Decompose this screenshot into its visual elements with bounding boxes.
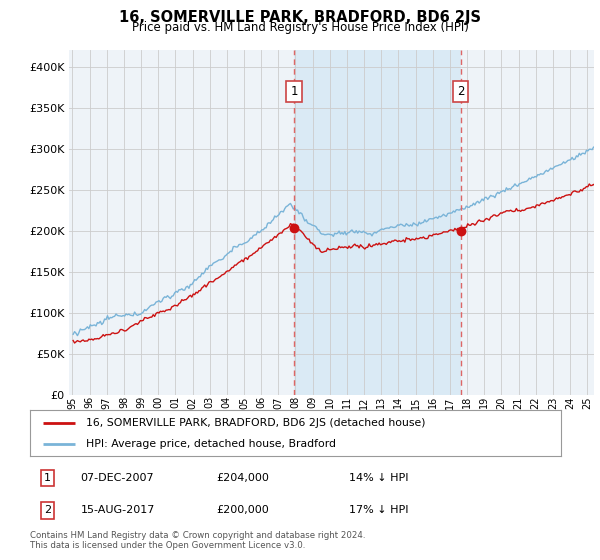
Point xyxy=(456,226,466,235)
Text: 1: 1 xyxy=(290,85,298,98)
Text: 15-AUG-2017: 15-AUG-2017 xyxy=(80,505,155,515)
Text: 17% ↓ HPI: 17% ↓ HPI xyxy=(349,505,408,515)
Text: 16, SOMERVILLE PARK, BRADFORD, BD6 2JS (detached house): 16, SOMERVILLE PARK, BRADFORD, BD6 2JS (… xyxy=(86,418,425,428)
Text: 1: 1 xyxy=(44,473,51,483)
Text: £204,000: £204,000 xyxy=(216,473,269,483)
Text: 16, SOMERVILLE PARK, BRADFORD, BD6 2JS: 16, SOMERVILLE PARK, BRADFORD, BD6 2JS xyxy=(119,10,481,25)
Text: HPI: Average price, detached house, Bradford: HPI: Average price, detached house, Brad… xyxy=(86,439,336,449)
Text: 2: 2 xyxy=(44,505,51,515)
Bar xyxy=(294,50,461,395)
Text: 07-DEC-2007: 07-DEC-2007 xyxy=(80,473,154,483)
Text: £200,000: £200,000 xyxy=(216,505,269,515)
Text: Contains HM Land Registry data © Crown copyright and database right 2024.
This d: Contains HM Land Registry data © Crown c… xyxy=(30,531,365,550)
Text: 14% ↓ HPI: 14% ↓ HPI xyxy=(349,473,408,483)
Text: 2: 2 xyxy=(457,85,464,98)
Text: Price paid vs. HM Land Registry's House Price Index (HPI): Price paid vs. HM Land Registry's House … xyxy=(131,21,469,34)
Point xyxy=(289,223,299,232)
